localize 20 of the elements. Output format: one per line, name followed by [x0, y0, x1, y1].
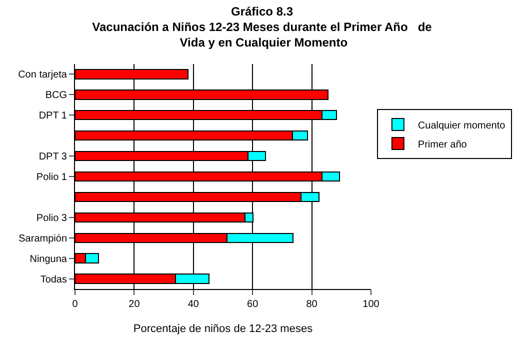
- y-tick-label: BCG: [45, 90, 68, 102]
- x-axis-title: Porcentaje de niños de 12-23 meses: [133, 323, 314, 336]
- chart-subtitle: Vacunación a Niños 12-23 Meses durante el Primer Año de Vida y en Cualquier Momento: [92, 20, 432, 50]
- x-tick-label: 100: [362, 299, 380, 310]
- y-tick-label: Polio 3: [36, 212, 68, 224]
- y-tick-label: Sarampión: [18, 233, 67, 244]
- y-tick-label: Con tarjeta: [18, 70, 68, 81]
- x-tick-label: 20: [128, 299, 140, 310]
- y-tick-label: Polio 1: [36, 172, 68, 183]
- x-tick-label: 60: [247, 299, 259, 310]
- x-tick-label: 80: [306, 299, 318, 310]
- legend-label: Cualquier momento: [418, 120, 506, 132]
- legend-label: Primer año: [418, 139, 468, 150]
- y-tick-label: DPT 3: [38, 152, 68, 163]
- y-tick-label: Ninguna: [30, 254, 68, 265]
- y-tick-label: Todas: [40, 274, 67, 286]
- chart-title: Gráfico 8.3: [230, 4, 294, 19]
- x-tick-label: 40: [188, 299, 200, 310]
- x-tick-label: 0: [72, 299, 78, 310]
- y-tick-label: DPT 1: [38, 110, 68, 122]
